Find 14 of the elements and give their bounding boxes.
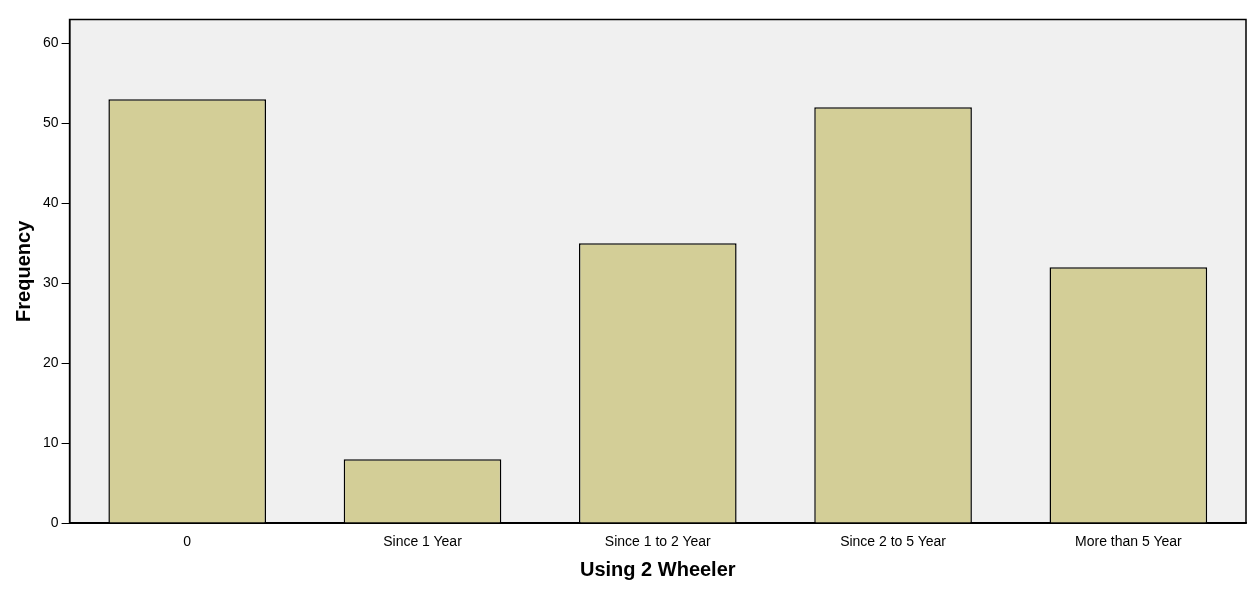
x-tick-label: Since 1 to 2 Year — [604, 533, 712, 550]
y-axis-title: Frequency — [11, 219, 34, 322]
y-tick-label: 30 — [42, 274, 59, 291]
y-tick-label: 40 — [42, 194, 59, 211]
y-tick-label: 50 — [42, 114, 59, 131]
x-tick-label: More than 5 Year — [1075, 533, 1183, 550]
x-tick-label: Since 2 to 5 Year — [840, 533, 947, 550]
x-tick-label: 0 — [183, 533, 192, 550]
y-tick-label: 10 — [42, 434, 59, 451]
x-tick-label: Since 1 Year — [383, 533, 463, 550]
y-tick-label: 20 — [42, 354, 59, 371]
y-tick-label: 0 — [50, 514, 59, 531]
x-axis-title: Using 2 Wheeler — [579, 557, 736, 580]
y-tick-label: 60 — [42, 34, 59, 51]
